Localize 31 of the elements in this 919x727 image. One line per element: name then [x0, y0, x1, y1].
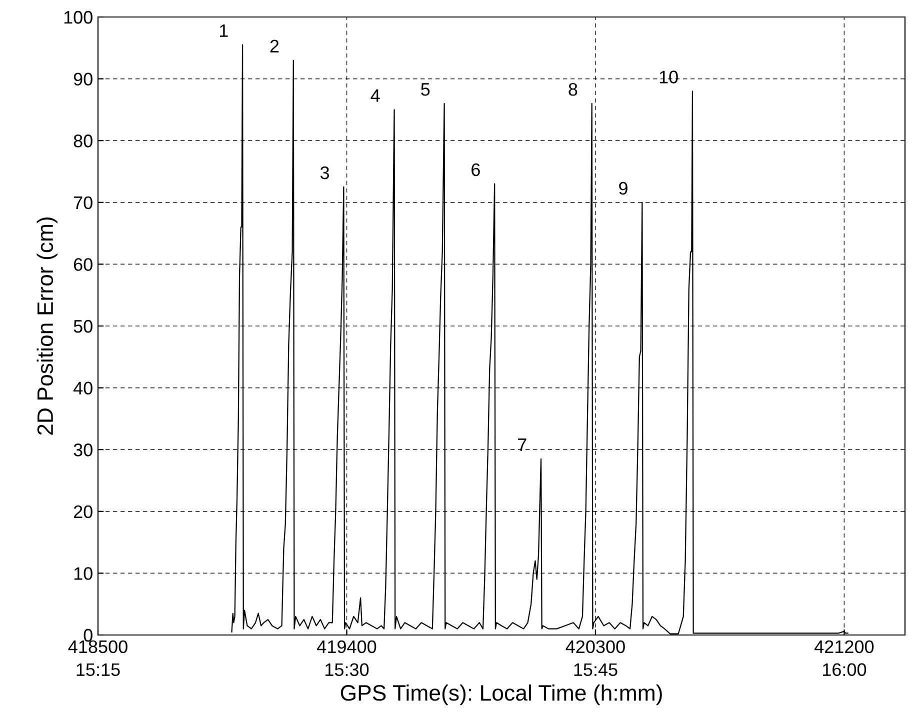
annotation: 7: [518, 438, 526, 451]
y-tick-label: 50: [74, 320, 92, 333]
y-tick-label: 90: [74, 72, 92, 86]
annotation: 2: [270, 40, 279, 52]
x2-tick-label: 16:00: [822, 663, 866, 676]
y-axis-title: 2D Position Error (cm): [36, 217, 58, 435]
y-tick-label: 10: [74, 567, 92, 580]
annotation: 5: [421, 83, 430, 96]
x-tick-label: 419400: [317, 640, 376, 654]
annotation: 6: [472, 163, 480, 176]
x2-tick-label: 15:45: [574, 663, 618, 676]
y-tick-label: 30: [74, 444, 92, 456]
x-tick-label: 420300: [566, 640, 625, 654]
x2-tick-label: 15:30: [326, 663, 369, 676]
y-tick-label: 100: [64, 10, 92, 24]
annotation: 8: [568, 83, 578, 96]
y-tick-label: 0: [84, 628, 92, 642]
annotation: 1: [220, 24, 228, 37]
y-tick-label: 40: [73, 382, 92, 395]
x-tick-label: 421200: [814, 640, 874, 654]
y-tick-label: 70: [74, 196, 92, 210]
x-axis-title: GPS Time(s): Local Time (h:mm): [340, 684, 662, 706]
annotation: 10: [660, 70, 678, 84]
x2-tick-label: 15:15: [76, 663, 120, 676]
y-tick-label: 60: [74, 258, 92, 271]
annotation: 9: [619, 182, 628, 195]
y-tick-label: 20: [74, 505, 92, 518]
x-tick-label: 418500: [68, 640, 128, 654]
y-tick-label: 80: [74, 134, 92, 148]
annotation: 4: [370, 89, 380, 102]
annotation: 3: [320, 166, 330, 180]
